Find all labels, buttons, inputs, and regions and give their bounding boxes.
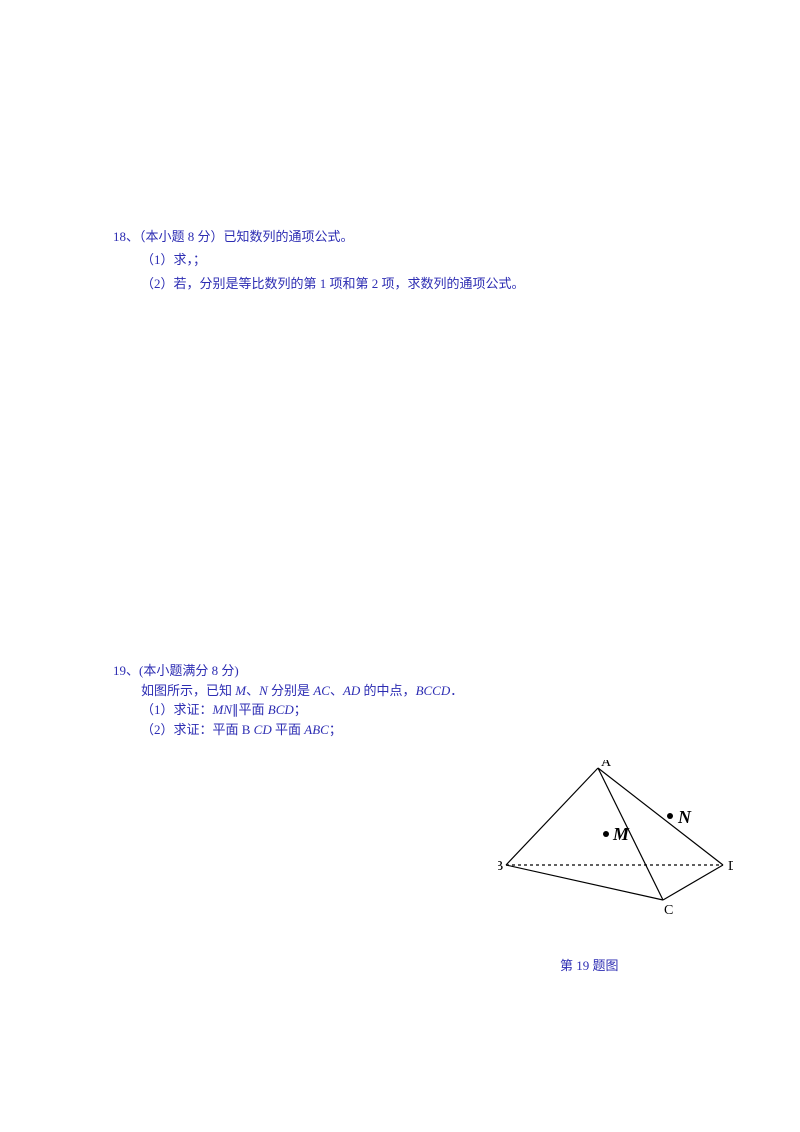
- q19-figure: A B C D M N: [498, 760, 733, 925]
- q19-l1-AC: AC: [313, 683, 330, 698]
- svg-text:C: C: [664, 903, 673, 918]
- question-19: 19、(本小题满分 8 分) 如图所示，已知 M、N 分别是 AC、AD 的中点…: [113, 661, 673, 739]
- page: 18、（本小题 8 分）已知数列的通项公式。 （1）求，； （2）若，分别是等比…: [0, 0, 800, 1132]
- q18-number: 18: [113, 229, 126, 244]
- q19-number: 19: [113, 663, 126, 678]
- q19-p2-ABC: ABC: [304, 722, 329, 737]
- q18-part2: （2）若，分别是等比数列的第 1 项和第 2 项，求数列的通项公式。: [113, 272, 673, 295]
- q18-intro-open: （本小题 8 分）: [139, 229, 224, 244]
- svg-text:B: B: [498, 859, 503, 874]
- q19-p1-BCD: BCD: [268, 702, 294, 717]
- q19-p1-plane: 平面: [239, 702, 268, 717]
- svg-text:N: N: [677, 807, 692, 827]
- q19-sep: 、: [126, 663, 139, 678]
- q19-part2: （2）求证：平面 B CD 平面 ABC；: [113, 720, 673, 740]
- svg-text:A: A: [601, 760, 612, 770]
- q19-l1-sep2: 、: [330, 683, 343, 698]
- q19-line1: 如图所示，已知 M、N 分别是 AC、AD 的中点，BCCD．: [113, 681, 673, 701]
- q19-p2-mid: 平面: [272, 722, 305, 737]
- q19-part1: （1）求证：MN∥平面 BCD；: [113, 700, 673, 720]
- q19-l1-mid: 分别是: [268, 683, 314, 698]
- q19-l1-prefix: 如图所示，已知: [141, 683, 235, 698]
- q19-l1-AD: AD: [343, 683, 360, 698]
- q19-l1-N: N: [259, 683, 268, 698]
- q18-part1: （1）求，；: [113, 248, 673, 271]
- q19-l1-BCCD: BCCD: [416, 683, 451, 698]
- q18-intro-rest: 已知数列的通项公式。: [224, 229, 354, 244]
- q19-p1-MN: MN: [213, 702, 233, 717]
- q19-l1-M: M: [235, 683, 246, 698]
- svg-text:D: D: [728, 859, 733, 874]
- q19-p1-end: ；: [294, 702, 307, 717]
- q19-p2-CD: CD: [254, 722, 272, 737]
- q19-l1-sep1: 、: [246, 683, 259, 698]
- tetrahedron-svg: A B C D M N: [498, 760, 733, 920]
- q19-p2-prefix: （2）求证：平面 B: [141, 722, 254, 737]
- q19-p2-end: ；: [329, 722, 342, 737]
- question-18: 18、（本小题 8 分）已知数列的通项公式。 （1）求，； （2）若，分别是等比…: [113, 225, 673, 295]
- svg-text:M: M: [612, 824, 630, 844]
- q18-sep: 、: [126, 229, 139, 244]
- q19-intro-line: 19、(本小题满分 8 分): [113, 661, 673, 681]
- q19-l1-mid2: 的中点，: [360, 683, 415, 698]
- q18-intro-line: 18、（本小题 8 分）已知数列的通项公式。: [113, 225, 673, 248]
- q19-p1-prefix: （1）求证：: [141, 702, 213, 717]
- q19-figure-caption: 第 19 题图: [560, 955, 619, 974]
- q19-l1-end: ．: [450, 683, 463, 698]
- q19-intro-open: (本小题满分 8 分): [139, 663, 239, 678]
